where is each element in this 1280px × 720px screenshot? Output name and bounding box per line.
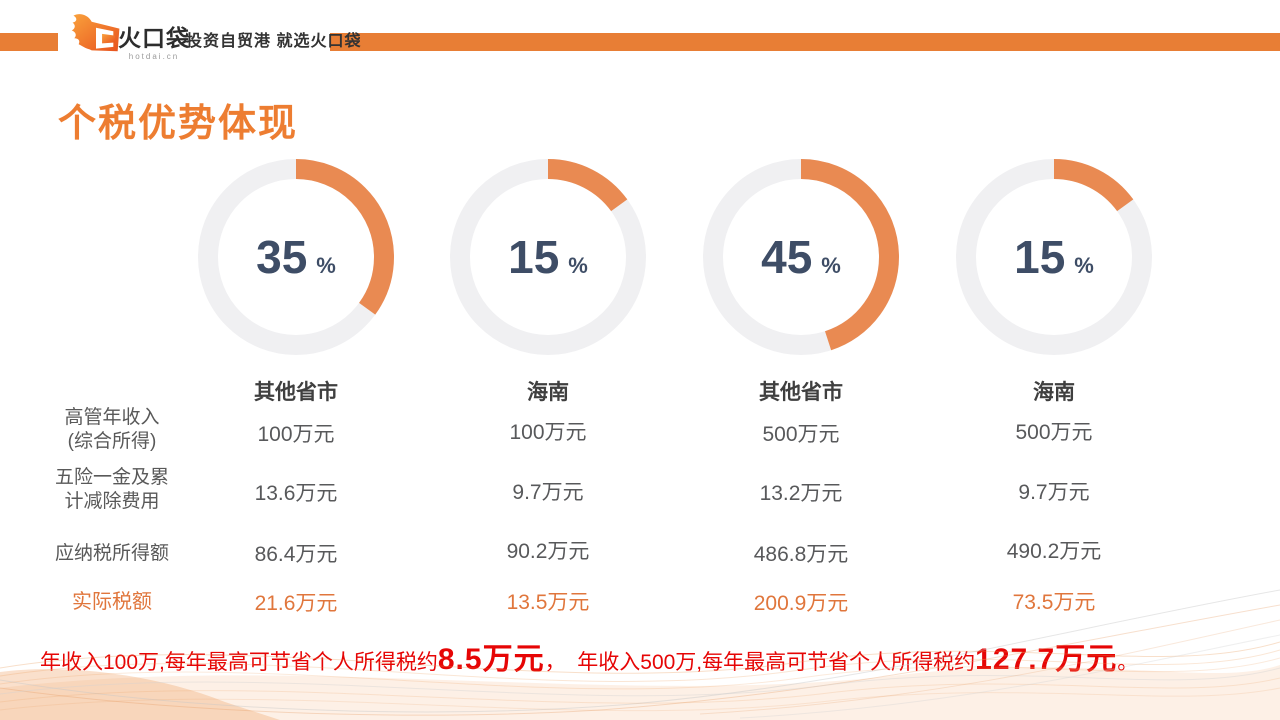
logo-domain: hotdai.cn — [128, 52, 180, 61]
donut-arc — [956, 159, 1152, 355]
gauge-unit: % — [1074, 253, 1094, 278]
donut-chart-1: 35 % — [198, 159, 394, 355]
column-header-2: 海南 — [527, 381, 569, 404]
table-cell: 90.2万元 — [506, 540, 590, 563]
table-cell: 86.4万元 — [254, 543, 338, 566]
donut-arc — [198, 159, 394, 355]
table-cell: 13.6万元 — [254, 482, 338, 505]
summary-segment: 。 — [1117, 651, 1139, 674]
row-label-deductions: 五险一金及累 计减除费用 — [28, 466, 196, 514]
table-cell: 100万元 — [509, 421, 587, 444]
table-cell-highlight: 13.5万元 — [506, 591, 590, 614]
table-cell: 9.7万元 — [512, 481, 584, 504]
row-label-line: 计减除费用 — [64, 491, 160, 512]
row-label-actual-tax: 实际税额 — [28, 590, 196, 614]
row-label-line: 应纳税所得额 — [54, 543, 169, 564]
header-tagline: 投资自贸港 就选火口袋 — [186, 33, 362, 50]
table-cell: 500万元 — [1015, 421, 1093, 444]
gauge-value: 45 — [761, 231, 813, 283]
gauge-unit: % — [568, 253, 588, 278]
donut-arc — [703, 159, 899, 355]
column-header-1: 其他省市 — [254, 381, 338, 404]
table-cell: 13.2万元 — [759, 482, 843, 505]
table-cell: 486.8万元 — [753, 543, 849, 566]
column-header-3: 其他省市 — [759, 381, 843, 404]
donut-chart-2: 15 % — [450, 159, 646, 355]
gauge-value: 35 — [256, 231, 308, 283]
row-label-taxable-income: 应纳税所得额 — [28, 542, 196, 566]
page-title: 个税优势体现 — [58, 103, 299, 145]
row-label-annual-income: 高管年收入 (综合所得) — [28, 406, 196, 454]
row-label-line: 五险一金及累 — [54, 467, 169, 488]
table-cell-highlight: 21.6万元 — [254, 592, 338, 615]
row-label-line: (综合所得) — [67, 431, 157, 452]
flame-logo-icon — [70, 8, 122, 60]
summary-segment: ， 年收入500万,每年最高可节省个人所得税约 — [544, 651, 976, 674]
gauge-value: 15 — [1014, 231, 1066, 283]
donut-arc — [450, 159, 646, 355]
logo: 火口袋 hotdai.cn — [118, 25, 190, 62]
gauge-unit: % — [316, 253, 336, 278]
logo-text: 火口袋 — [118, 25, 190, 51]
summary-segment: 年收入100万,每年最高可节省个人所得税约 — [40, 651, 438, 674]
table-cell: 9.7万元 — [1018, 481, 1090, 504]
summary-text: 年收入100万,每年最高可节省个人所得税约 8.5万元 ， 年收入500万,每年… — [40, 634, 1138, 678]
donut-chart-3: 45 % — [703, 159, 899, 355]
row-label-line: 高管年收入 — [64, 407, 160, 428]
summary-highlight-2: 127.7万元 — [975, 643, 1118, 676]
table-cell-highlight: 73.5万元 — [1012, 591, 1096, 614]
row-label-line: 实际税额 — [72, 591, 152, 613]
summary-highlight-1: 8.5万元 — [437, 643, 545, 676]
header-bar-right — [330, 33, 1280, 51]
column-header-4: 海南 — [1033, 381, 1075, 404]
donut-chart-4: 15 % — [956, 159, 1152, 355]
table-cell-highlight: 200.9万元 — [753, 592, 849, 615]
header-bar-left — [0, 33, 58, 51]
table-cell: 490.2万元 — [1006, 540, 1102, 563]
gauge-unit: % — [821, 253, 841, 278]
table-cell: 100万元 — [257, 423, 335, 446]
gauge-value: 15 — [508, 231, 560, 283]
table-cell: 500万元 — [762, 423, 840, 446]
